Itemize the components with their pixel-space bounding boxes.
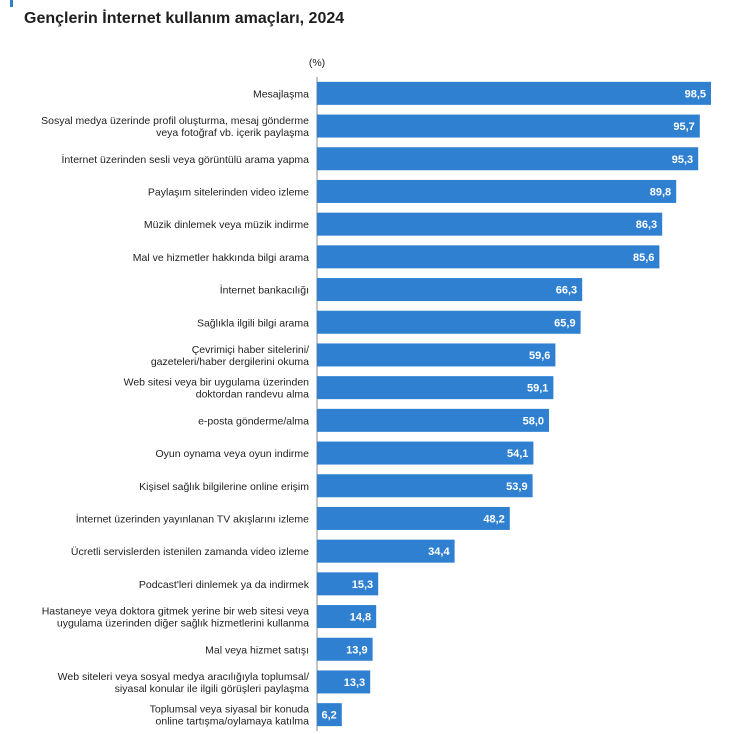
data-label: 34,4 [428,546,450,558]
bar [317,278,583,302]
category-label: Toplumsal veya siyasal bir konuda online … [150,704,310,728]
category-label: İnternet üzerinden yayınlanan TV akışlar… [76,512,309,525]
bar [317,408,549,432]
data-label: 53,9 [506,481,527,493]
bar [317,81,711,105]
bar [317,572,379,596]
category-label-line: Paylaşım sitelerinden video izleme [148,186,309,198]
category-label: Çevrimiçi haber sitelerini/gazeteleri/ha… [151,344,309,368]
category-label-line: Mal veya hizmet satışı [205,644,309,656]
data-label: 13,9 [346,644,367,656]
category-label-line: Hastaneye veya doktora gitmek yerine bir… [42,606,309,618]
bar [317,310,581,334]
bar [317,179,677,203]
category-label: Podcast'leri dinlemek ya da indirmek [139,579,310,591]
category-label: Mal veya hizmet satışı [205,644,309,656]
data-label: 13,3 [344,677,365,689]
category-label-line: gazeteleri/haber dergilerini okuma [151,356,309,368]
category-label: İnternet üzerinden sesli veya görüntülü … [62,153,310,166]
category-label-line: Toplumsal veya siyasal bir konuda [150,704,309,716]
category-label-line: Sağlıkla ilgili bilgi arama [197,317,309,329]
category-label-line: İnternet üzerinden sesli veya görüntülü … [62,153,310,166]
category-label-line: siyasal konular ile ilgili görüşleri pay… [115,683,309,695]
category-label-line: Sosyal medya üzerinde profil oluşturma, … [41,115,309,127]
bar [317,212,663,236]
category-label-line: online tartışma/oylamaya katılma [156,716,310,728]
category-label-line: Kişisel sağlık bilgilerine online erişim [139,481,309,493]
chart-title: Gençlerin İnternet kullanım amaçları, 20… [24,10,345,27]
data-label: 95,7 [673,121,694,133]
data-label: 95,3 [672,154,693,166]
bar [317,506,510,530]
category-label: İnternet bankacılığı [220,284,309,297]
category-label: Web sitesi veya bir uygulama üzerinden do… [124,377,310,401]
category-label: Mal ve hizmetler hakkında bilgi arama [133,252,309,264]
bar [317,605,377,629]
category-label-line: İnternet üzerinden yayınlanan TV akışlar… [76,512,309,525]
category-label: e-posta gönderme/alma [198,415,309,427]
category-label-line: İnternet bankacılığı [220,284,309,297]
data-label: 86,3 [636,219,657,231]
category-label-line: uygulama üzerinden diğer sağlık hizmetle… [57,618,309,630]
category-label-line: Mesajlaşma [253,88,309,100]
category-label: Ücretli servislerden istenilen zamanda v… [71,546,309,558]
data-label: 59,1 [527,383,548,395]
bar [317,114,700,138]
data-label: 14,8 [350,612,371,624]
bar [317,637,373,661]
category-label-line: Oyun oynama veya oyun indirme [156,448,310,460]
bar [317,474,533,498]
category-label: Kişisel sağlık bilgilerine online erişim [139,481,309,493]
category-label-line: Podcast'leri dinlemek ya da indirmek [139,579,310,591]
category-label-line: Müzik dinlemek veya müzik indirme [144,219,309,231]
category-label: Müzik dinlemek veya müzik indirme [144,219,309,231]
category-label-line: e-posta gönderme/alma [198,415,309,427]
category-label-line: doktordan randevu alma [196,389,309,401]
category-label-line: Ücretli servislerden istenilen zamanda v… [71,546,309,558]
bar [317,441,534,465]
data-label: 85,6 [633,252,654,264]
category-label-line: Web sitesi veya bir uygulama üzerinden [124,377,310,389]
bar [317,670,371,694]
bar [317,245,660,269]
data-label: 54,1 [507,448,528,460]
bar [317,343,556,367]
bar [317,376,554,400]
category-label-line: veya fotoğraf vb. içerik paylaşma [156,127,309,139]
bar [317,703,342,727]
category-label: Paylaşım sitelerinden video izleme [148,186,309,198]
category-label: Mesajlaşma [253,88,309,100]
bar [317,539,455,563]
category-label-line: Çevrimiçi haber sitelerini/ [192,344,309,356]
category-label: Sosyal medya üzerinde profil oluşturma, … [41,115,309,139]
category-label-line: Mal ve hizmetler hakkında bilgi arama [133,252,309,264]
category-label-line: Web siteleri veya sosyal medya aracılığı… [58,671,309,683]
data-label: 58,0 [523,415,544,427]
data-label: 65,9 [554,317,575,329]
data-label: 59,6 [529,350,550,362]
data-label: 66,3 [556,285,577,297]
data-label: 15,3 [352,579,373,591]
data-label: 89,8 [650,186,671,198]
bar [317,147,699,171]
unit-label: (%) [309,57,325,69]
category-label: Web siteleri veya sosyal medya aracılığı… [58,671,309,695]
data-label: 48,2 [483,513,504,525]
category-label: Hastaneye veya doktora gitmek yerine bir… [42,606,309,630]
data-label: 6,2 [322,710,337,722]
data-label: 98,5 [685,88,706,100]
category-label: Sağlıkla ilgili bilgi arama [197,317,309,329]
title-accent-bar [10,0,13,7]
category-label: Oyun oynama veya oyun indirme [156,448,310,460]
